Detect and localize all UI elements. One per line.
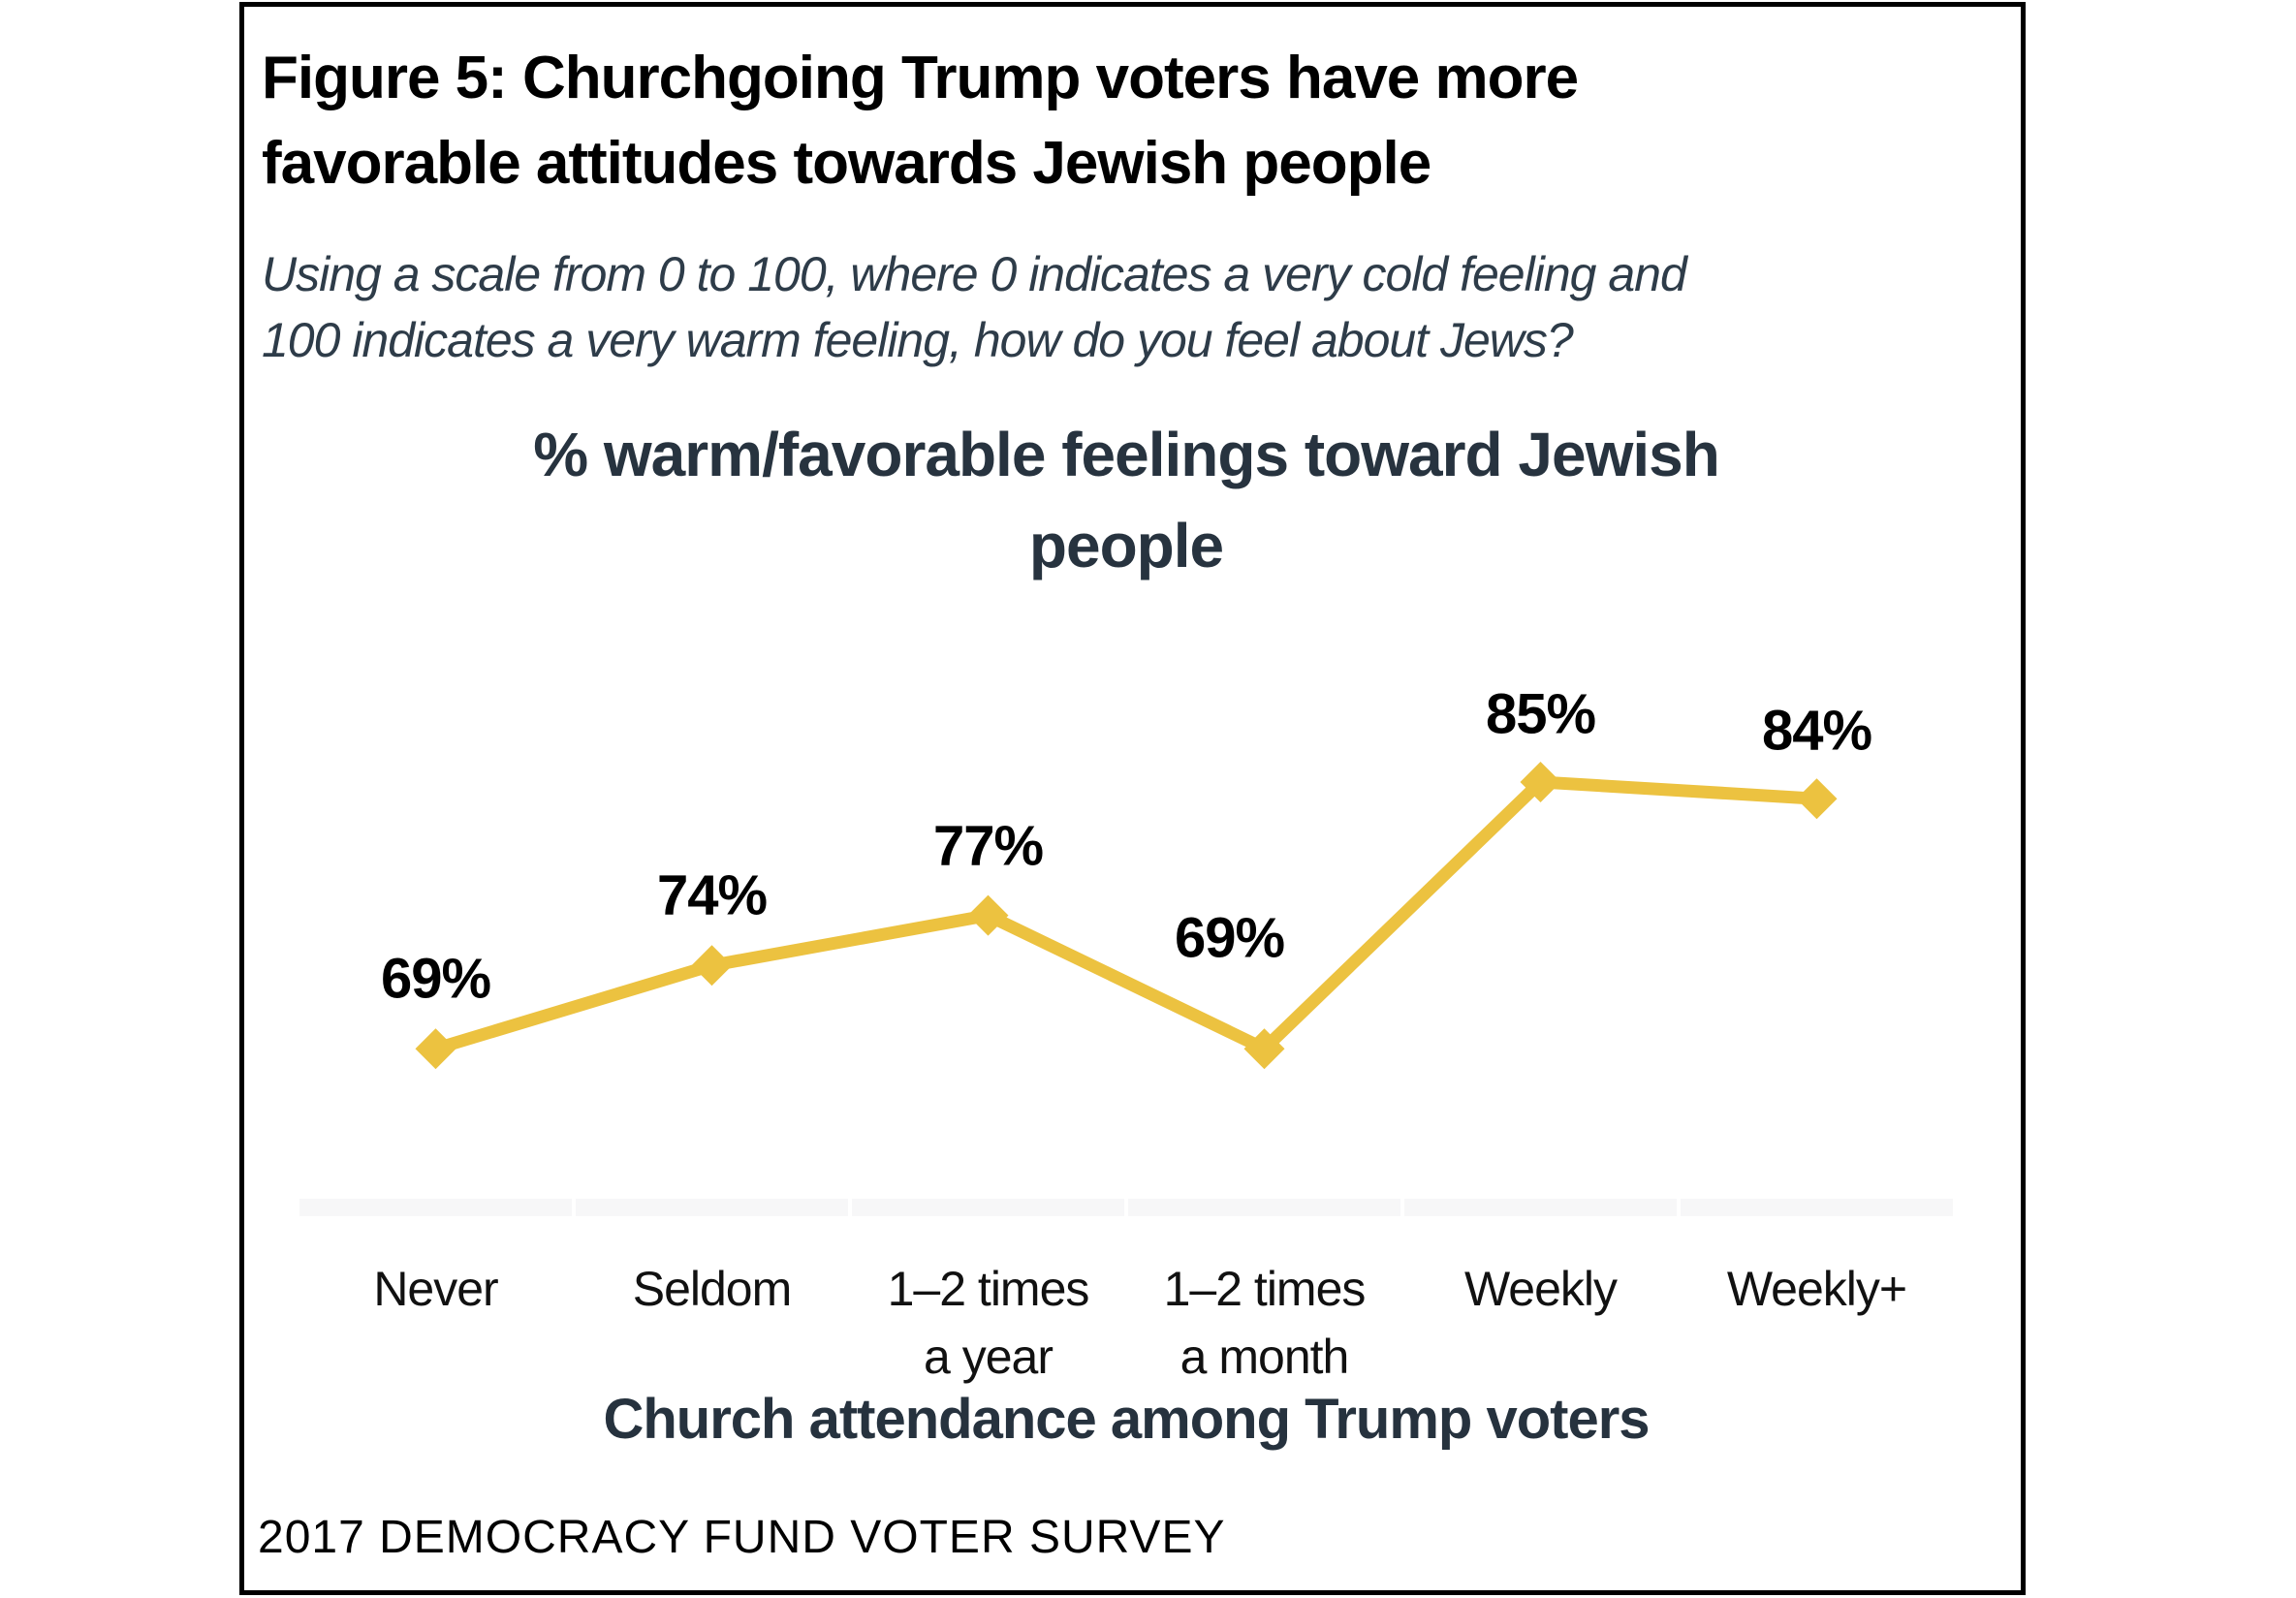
figure-title: Figure 5: Churchgoing Trump voters have … bbox=[262, 36, 1997, 206]
axis-band-cell bbox=[1404, 1199, 1677, 1216]
data-point-label: 69% bbox=[380, 947, 491, 1011]
data-point-label: 84% bbox=[1761, 699, 1872, 763]
figure-card: Figure 5: Churchgoing Trump voters have … bbox=[239, 2, 2026, 1595]
x-tick-label: 1–2 times a year bbox=[887, 1255, 1090, 1391]
axis-band-cell bbox=[1128, 1199, 1400, 1216]
x-tick-line: 1–2 times bbox=[1163, 1262, 1367, 1316]
axis-band-cell bbox=[576, 1199, 848, 1216]
x-tick-line: Weekly+ bbox=[1726, 1262, 1907, 1316]
data-point-marker bbox=[1520, 762, 1561, 802]
x-tick-line: a year bbox=[924, 1330, 1054, 1384]
x-tick-label: Weekly+ bbox=[1726, 1255, 1907, 1323]
figure-subtitle-line1: Using a scale from 0 to 100, where 0 ind… bbox=[262, 247, 1687, 301]
line-series bbox=[433, 775, 1817, 1057]
data-point-label: 74% bbox=[656, 863, 768, 927]
data-point-marker bbox=[691, 945, 733, 987]
data-point-label: 69% bbox=[1174, 906, 1285, 970]
figure-title-line1: Figure 5: Churchgoing Trump voters have … bbox=[262, 45, 1579, 111]
chart-title-line1: % warm/favorable feelings toward Jewish bbox=[533, 420, 1720, 489]
x-axis-title: Church attendance among Trump voters bbox=[603, 1388, 1650, 1451]
chart-title-line2: people bbox=[1028, 511, 1224, 580]
x-tick-line: Never bbox=[373, 1262, 498, 1316]
line-series-canvas bbox=[415, 762, 1838, 1070]
data-point-marker bbox=[967, 894, 1009, 936]
axis-band-cell bbox=[1681, 1199, 1953, 1216]
source-note: 2017 DEMOCRACY FUND VOTER SURVEY bbox=[258, 1512, 1226, 1563]
figure-subtitle: Using a scale from 0 to 100, where 0 ind… bbox=[262, 241, 1997, 373]
data-point-marker bbox=[415, 1028, 456, 1070]
figure-subtitle-line2: 100 indicates a very warm feeling, how d… bbox=[262, 313, 1574, 367]
x-tick-label: Seldom bbox=[632, 1255, 793, 1323]
axis-band-cell bbox=[852, 1199, 1124, 1216]
x-tick-label: 1–2 times a month bbox=[1163, 1255, 1367, 1391]
data-point-marker bbox=[1243, 1028, 1285, 1070]
figure-title-line2: favorable attitudes towards Jewish peopl… bbox=[262, 130, 1431, 197]
chart-title: % warm/favorable feelings toward Jewish … bbox=[298, 409, 1955, 591]
x-tick-label: Weekly bbox=[1463, 1255, 1618, 1323]
axis-band-cell bbox=[299, 1199, 572, 1216]
x-tick-line: Seldom bbox=[632, 1262, 793, 1316]
line-chart-plot-area: 69% 74% 77% 69% 85% 84% Never Seldom 1–2 times a… bbox=[298, 588, 1955, 1384]
x-tick-line: 1–2 times bbox=[887, 1262, 1090, 1316]
x-tick-line: Weekly bbox=[1463, 1262, 1618, 1316]
data-point-label: 85% bbox=[1485, 682, 1596, 746]
x-tick-label: Never bbox=[373, 1255, 498, 1323]
x-tick-line: a month bbox=[1179, 1330, 1350, 1384]
data-point-marker bbox=[1796, 778, 1838, 820]
data-point-label: 77% bbox=[932, 814, 1044, 878]
